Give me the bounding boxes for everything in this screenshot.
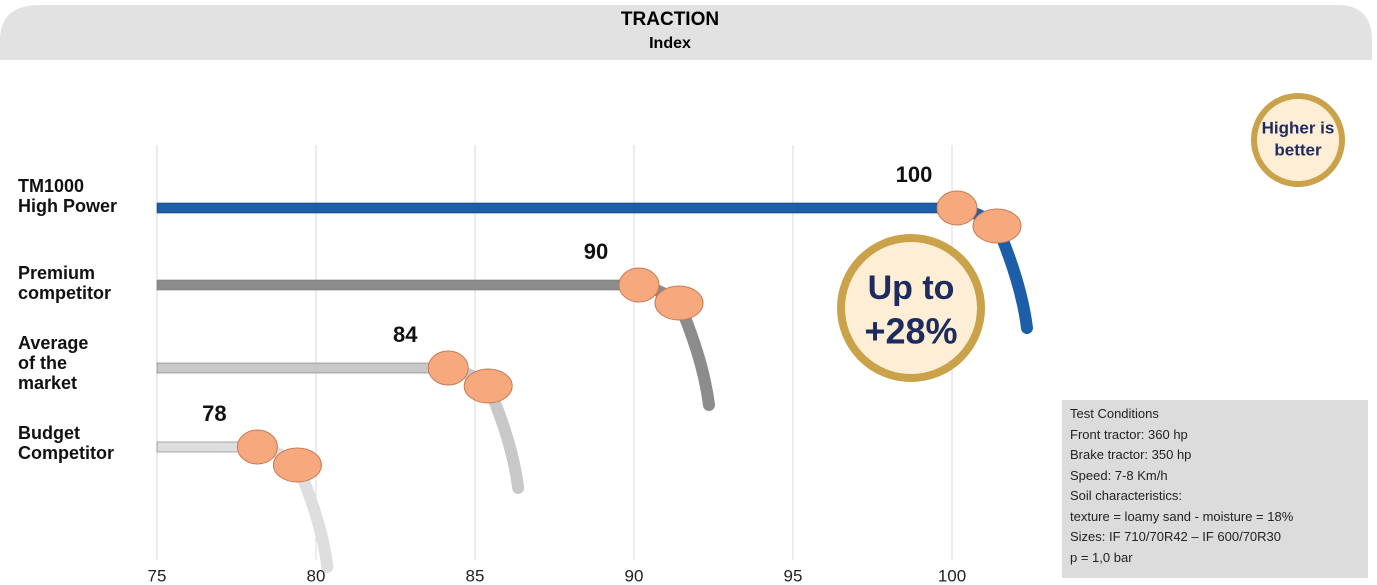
condition-line: Test Conditions [1070,404,1360,425]
annotation-circle [841,238,981,378]
condition-line: p = 1,0 bar [1070,548,1360,569]
hand [973,209,1021,243]
category-label: Average of the market [18,333,88,393]
hand [937,191,977,225]
badge-line: Higher is [1262,118,1335,137]
condition-line: Speed: 7-8 Km/h [1070,466,1360,487]
chart-subtitle: Index [649,35,691,52]
x-tick-label: 75 [148,566,167,585]
value-label: 84 [393,322,418,347]
category-label: Budget Competitor [18,423,114,463]
bar [157,280,634,290]
category-label: Premium competitor [18,263,111,303]
bar [157,203,952,213]
x-tick-label: 100 [938,566,966,585]
hand [237,430,277,464]
condition-line: Sizes: IF 710/70R42 – IF 600/70R30 [1070,527,1360,548]
condition-line: Front tractor: 360 hp [1070,425,1360,446]
condition-line: Soil characteristics: [1070,486,1360,507]
hand [619,268,659,302]
hand [655,286,703,320]
badge-line: better [1274,140,1322,159]
value-label: 90 [584,239,608,264]
condition-line: texture = loamy sand - moisture = 18% [1070,507,1360,528]
hand [464,369,512,403]
x-tick-label: 90 [625,566,644,585]
page: TRACTION Index Higher is better 75808590… [0,0,1377,585]
value-label: 78 [202,401,226,426]
bar [157,363,443,373]
x-tick-label: 85 [466,566,485,585]
condition-line: Brake tractor: 350 hp [1070,445,1360,466]
hand [428,351,468,385]
annotation-text: +28% [864,311,957,352]
x-tick-label: 95 [784,566,803,585]
chart-title: TRACTION [621,9,719,30]
annotation-text: Up to [868,269,955,307]
value-label: 100 [896,162,933,187]
hand [273,448,321,482]
category-label: TM1000 High Power [18,176,117,216]
